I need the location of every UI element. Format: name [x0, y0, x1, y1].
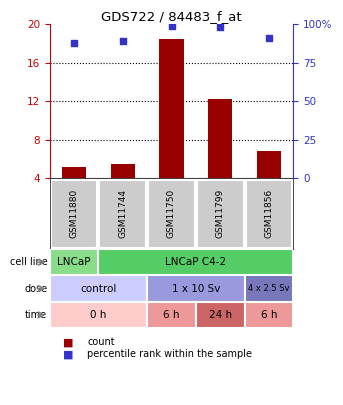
Text: percentile rank within the sample: percentile rank within the sample — [87, 350, 252, 359]
Bar — [147, 302, 196, 328]
Bar — [257, 151, 281, 178]
FancyBboxPatch shape — [197, 180, 244, 248]
Bar — [208, 99, 233, 178]
Text: dose: dose — [24, 284, 47, 294]
Text: GSM11744: GSM11744 — [118, 189, 127, 238]
Bar — [159, 39, 184, 178]
Text: 4 x 2.5 Sv: 4 x 2.5 Sv — [248, 284, 289, 293]
Text: GSM11880: GSM11880 — [70, 189, 79, 238]
FancyBboxPatch shape — [99, 180, 146, 248]
Text: cell line: cell line — [10, 257, 47, 267]
Text: 6 h: 6 h — [163, 310, 180, 320]
Bar — [50, 302, 147, 328]
Point — [169, 23, 174, 29]
Text: GSM11799: GSM11799 — [216, 189, 225, 238]
Point — [71, 40, 77, 46]
FancyBboxPatch shape — [51, 180, 97, 248]
Text: control: control — [80, 284, 117, 294]
Bar — [62, 167, 86, 178]
Bar — [245, 302, 293, 328]
Bar — [147, 275, 245, 302]
Text: LNCaP C4-2: LNCaP C4-2 — [165, 257, 226, 267]
Text: 6 h: 6 h — [261, 310, 277, 320]
Text: 24 h: 24 h — [209, 310, 232, 320]
Bar — [98, 249, 293, 275]
Text: count: count — [87, 337, 115, 347]
Point — [217, 24, 223, 31]
Point — [266, 35, 272, 41]
Text: 0 h: 0 h — [90, 310, 107, 320]
Text: ■: ■ — [63, 350, 74, 359]
Point — [120, 38, 126, 45]
Text: ■: ■ — [63, 337, 74, 347]
Bar — [196, 302, 245, 328]
FancyBboxPatch shape — [148, 180, 195, 248]
Bar — [245, 275, 293, 302]
Text: LNCaP: LNCaP — [57, 257, 91, 267]
FancyBboxPatch shape — [246, 180, 292, 248]
Title: GDS722 / 84483_f_at: GDS722 / 84483_f_at — [101, 10, 242, 23]
Bar — [50, 275, 147, 302]
Text: time: time — [25, 310, 47, 320]
Text: GSM11750: GSM11750 — [167, 189, 176, 238]
Text: GSM11856: GSM11856 — [264, 189, 273, 238]
Text: 1 x 10 Sv: 1 x 10 Sv — [172, 284, 220, 294]
Bar — [50, 249, 98, 275]
Bar — [110, 164, 135, 178]
